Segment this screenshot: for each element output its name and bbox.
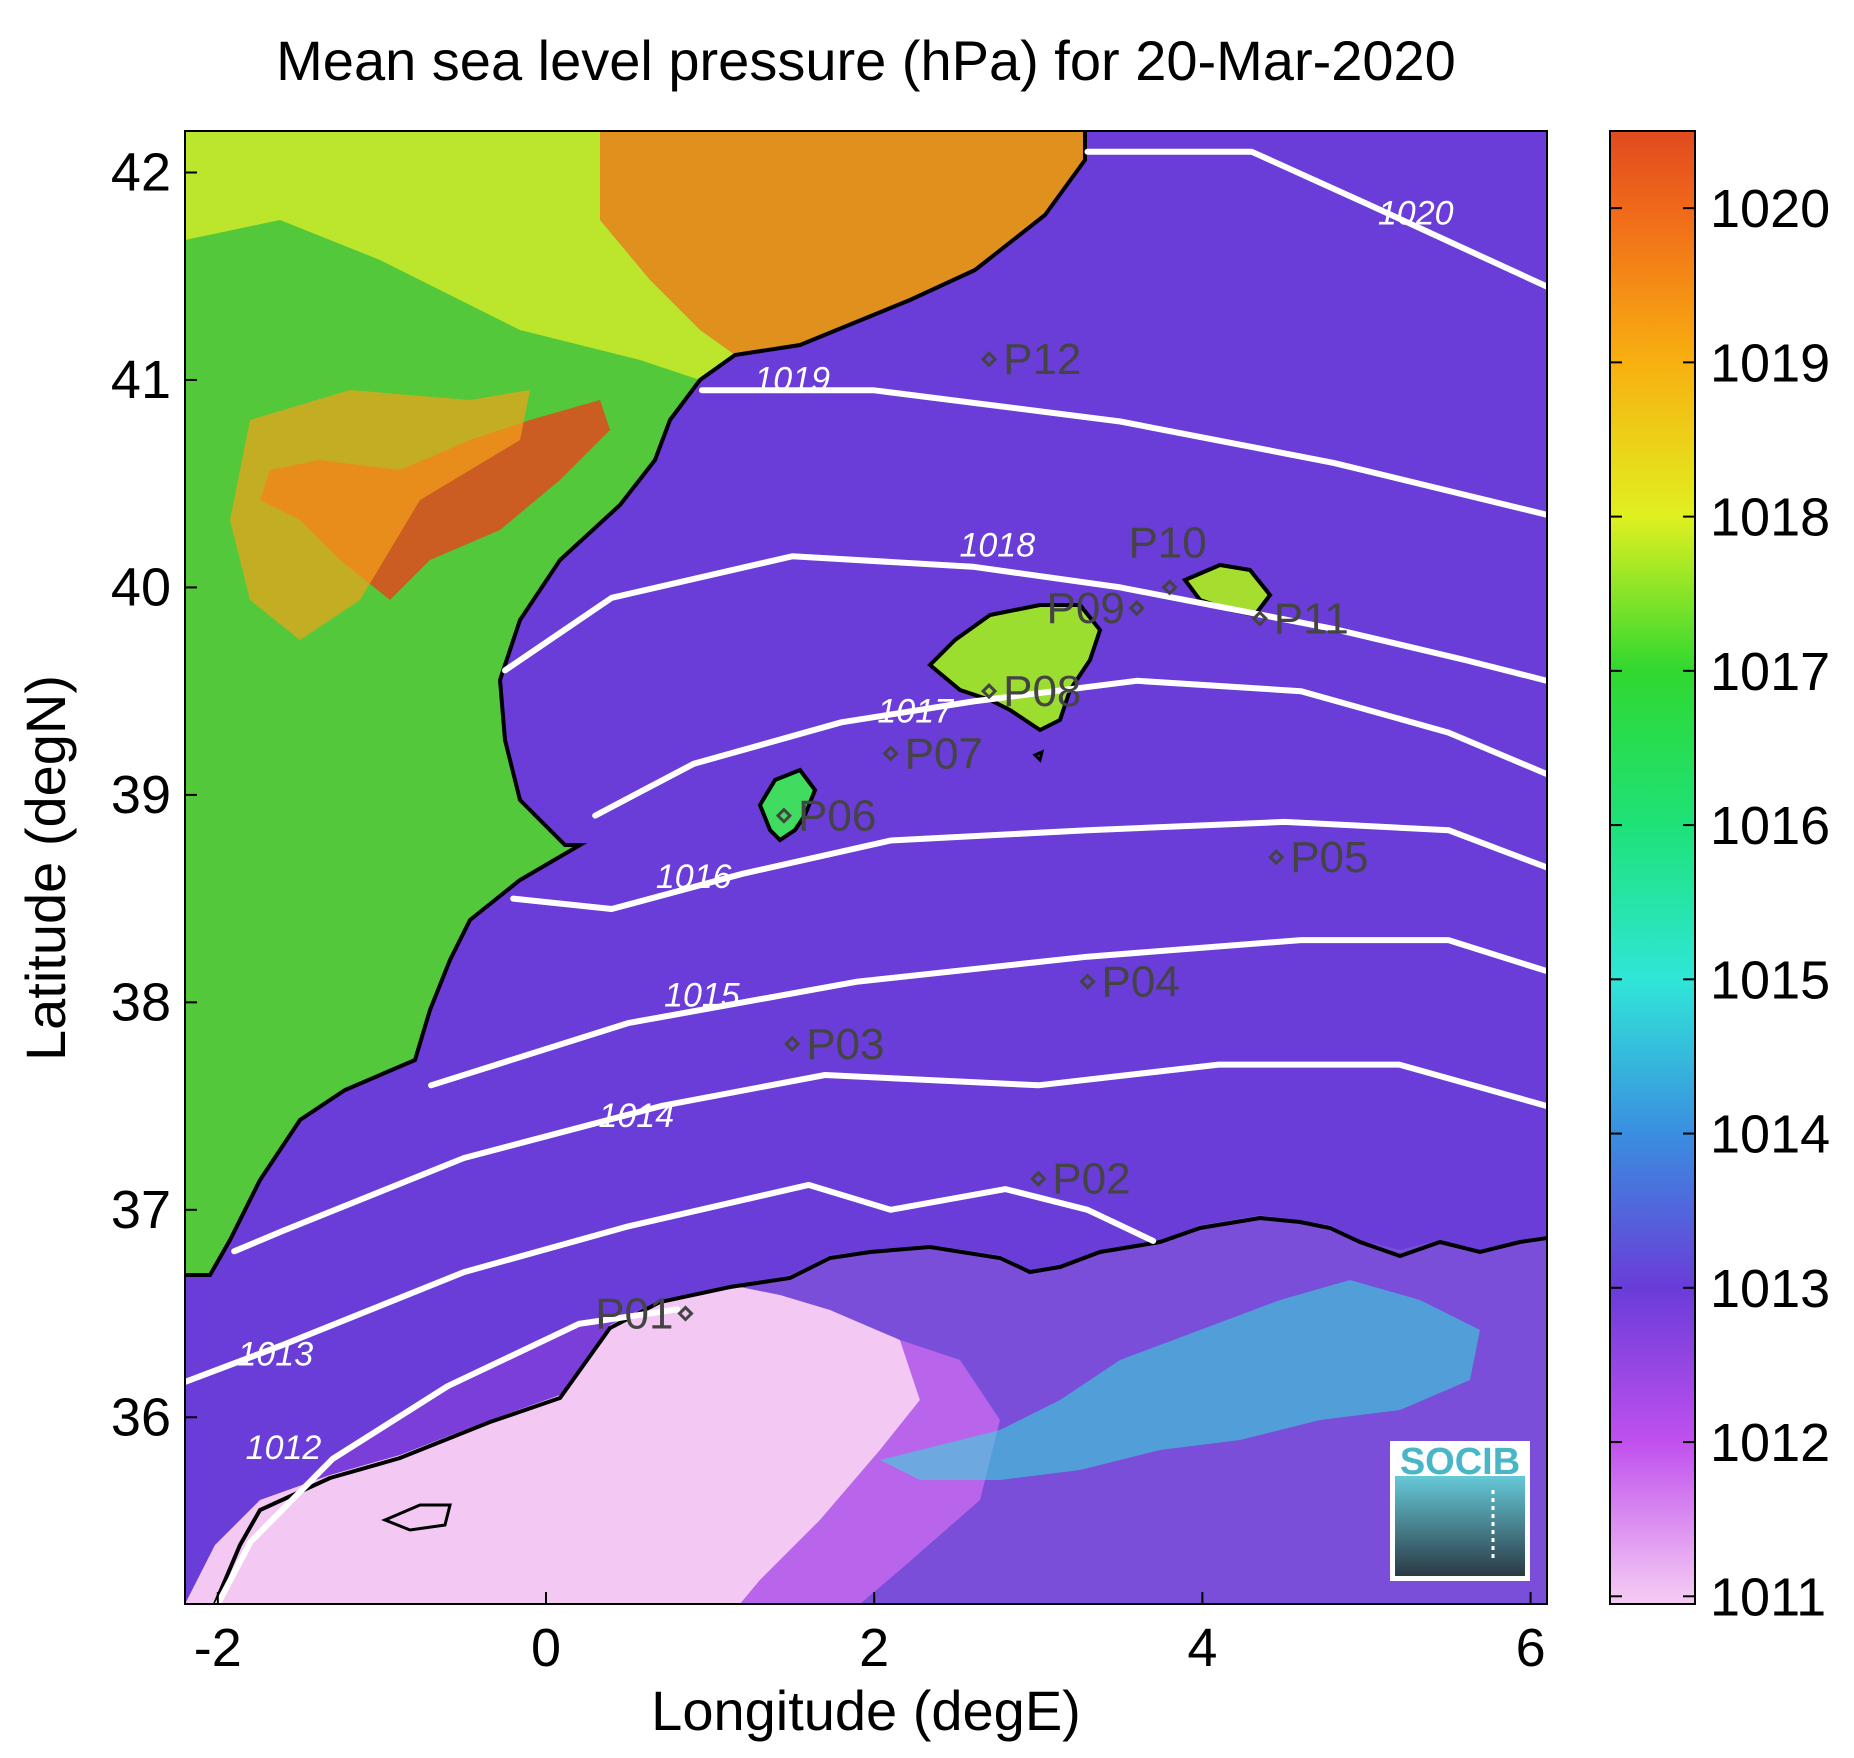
cabrera-island [1032,749,1045,763]
y-tick-label: 41 [111,350,171,410]
y-tick-label: 42 [111,142,171,202]
isobar-label-1013: 1013 [237,1335,313,1373]
x-axis-ticks: -2 0 2 4 6 [194,1592,1546,1678]
isobar-contours: 1012 1013 1014 1015 1016 1017 1018 1019 1020 [185,148,1547,1604]
station-label-p09: P09 [1047,584,1125,633]
africa-low-pressure [185,1285,920,1604]
station-marker-p03 [784,1035,801,1052]
station-marker-p02 [1030,1170,1047,1187]
isobar-1016 [510,818,1547,912]
station-marker-p08 [980,683,998,700]
y-axis-label: Latitude (degN) [14,675,77,1061]
isobar-label-1017: 1017 [877,692,954,730]
x-tick-label: 0 [531,1618,561,1678]
station-label-p01: P01 [595,1290,673,1339]
station-marker-p11 [1251,610,1268,627]
colorbar-ticks: 1011 1012 1013 1014 1015 1016 1017 1018 1019 1020 [1610,179,1830,1627]
station-marker-p10 [1161,579,1178,596]
colorbar: 1011 1012 1013 1014 1015 1016 1017 1018 1019 1020 [1609,130,1830,1627]
station-label-p11: P11 [1274,595,1349,644]
socib-logo: SOCIB [1390,1441,1530,1581]
isobar-1018 [502,553,1547,684]
isobar-1012 [214,1306,681,1604]
isobar-1017 [592,677,1547,819]
isobar-1019 [698,387,1547,518]
isobar-1013 [185,1181,1157,1385]
y-tick-label: 38 [111,972,171,1032]
x-tick-label: 2 [859,1618,889,1678]
x-tick-label: -2 [194,1618,242,1678]
isobar-label-1016: 1016 [656,858,732,896]
y-tick-label: 40 [111,557,171,617]
station-marker-p05 [1268,849,1285,866]
iberia-coastline [185,131,1087,1277]
iberia-north-warm [600,131,1085,355]
station-marker-p12 [980,351,998,368]
iberia-yellow-belt [185,131,735,380]
colorbar-tick-label: 1015 [1710,950,1830,1010]
x-tick-label: 4 [1187,1618,1217,1678]
station-marker-p07 [882,745,899,762]
isobar-1014 [231,1061,1547,1255]
africa-mid [740,1340,1000,1604]
station-label-p07: P07 [905,729,983,778]
map-plot-area: 1012 1013 1014 1015 1016 1017 1018 1019 1020 P01… [184,130,1548,1605]
station-label-p03: P03 [806,1020,884,1069]
station-label-p04: P04 [1102,958,1180,1007]
station-marker-p01 [677,1305,694,1322]
station-label-p12: P12 [1003,335,1081,384]
y-axis-ticks: 36 37 38 39 40 41 42 [111,142,197,1447]
isobar-label-1014: 1014 [598,1097,674,1135]
isobar-label-1015: 1015 [664,977,740,1015]
colorbar-tick-label: 1014 [1710,1105,1830,1165]
colorbar-tick-label: 1012 [1710,1413,1830,1473]
y-tick-label: 36 [111,1387,171,1447]
logo-text: SOCIB [1400,1441,1520,1483]
station-label-p10: P10 [1128,518,1206,567]
colorbar-tick-label: 1017 [1710,642,1830,702]
colorbar-tick-label: 1016 [1710,796,1830,856]
colorbar-tick-label: 1019 [1710,333,1830,393]
isobar-label-1018: 1018 [959,526,1035,564]
station-label-p06: P06 [798,792,876,841]
africa-cyan-patches [880,1280,1480,1480]
station-marker-p09 [1128,600,1145,617]
station-label-p05: P05 [1290,833,1368,882]
iberia-plateau-mid [230,390,530,640]
x-tick-label: 6 [1516,1618,1546,1678]
colorbar-tick-label: 1020 [1710,179,1830,239]
station-marker-p06 [775,807,793,824]
station-label-p08: P08 [1003,667,1081,716]
x-axis-label: Longitude (degE) [651,1679,1081,1742]
ibiza-island [757,767,818,843]
chart-title: Mean sea level pressure (hPa) for 20-Mar… [276,29,1456,92]
colorbar-tick-label: 1018 [1710,488,1830,548]
station-label-p02: P02 [1052,1155,1130,1204]
station-marker-p04 [1079,973,1096,990]
colorbar-tick-label: 1011 [1710,1567,1826,1627]
y-tick-label: 37 [111,1180,171,1240]
isobar-1020 [1084,148,1547,290]
y-tick-label: 39 [111,765,171,825]
isobar-label-1020: 1020 [1378,194,1454,232]
isobar-label-1019: 1019 [754,360,830,398]
africa-coastline [213,1215,1547,1604]
colorbar-tick-label: 1013 [1710,1259,1830,1319]
isobar-label-1012: 1012 [246,1429,322,1467]
alboran-island [381,1503,452,1532]
isobar-1015 [428,937,1547,1089]
